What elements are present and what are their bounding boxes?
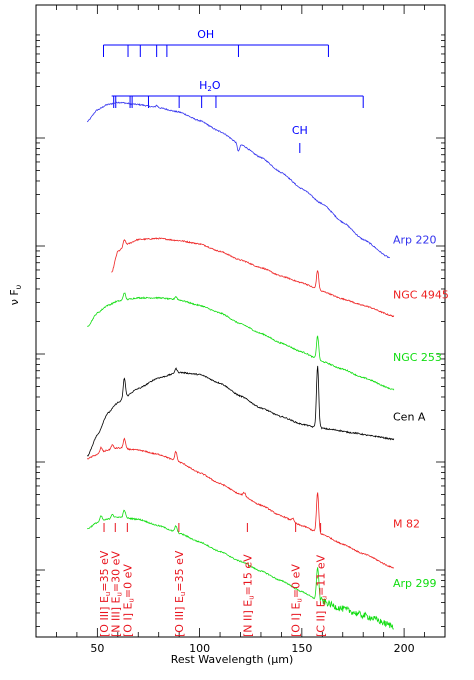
- series-label: Cen A: [393, 411, 426, 424]
- molecule-markers: OH H2O CH: [102, 28, 364, 153]
- line-id: [O I] Eu=0 eV: [121, 523, 135, 637]
- series-label: NGC 253: [393, 351, 442, 364]
- series-label: M 82: [393, 518, 420, 531]
- series-ngc-4945: [111, 237, 395, 318]
- line-id: [O I] Eu=0 eV: [290, 523, 304, 637]
- line-id: [O III] Eu=35 eV: [98, 523, 112, 637]
- line-id-label: [O III] Eu=35 eV: [98, 550, 112, 637]
- molecule-ch: CH: [292, 124, 308, 153]
- x-tick-label: 100: [189, 642, 210, 655]
- line-id-label: [C II] Eu=11 eV: [315, 554, 329, 637]
- series-m-82: [86, 437, 394, 569]
- line-id: [N II] Eu=15 eV: [241, 523, 255, 637]
- series-label: Arp 299: [393, 577, 437, 590]
- line-id-label: [N III] Eu=30 eV: [109, 551, 123, 637]
- line-id: [O III] Eu=35 eV: [173, 523, 187, 637]
- line-id-label: [O III] Eu=35 eV: [173, 550, 187, 637]
- x-tick-label: 150: [291, 642, 312, 655]
- line-id-label: [O I] Eu=0 eV: [121, 564, 135, 637]
- plot-border: [35, 4, 446, 638]
- series-label: Arp 220: [393, 234, 437, 247]
- x-tick-label: 50: [90, 642, 104, 655]
- x-axis-label: Rest Wavelength (μm): [171, 653, 294, 666]
- line-id: [C II] Eu=11 eV: [315, 523, 329, 637]
- line-id-label: [O I] Eu=0 eV: [290, 564, 304, 637]
- spectra-series: [86, 101, 395, 630]
- y-axis-label: ν Fυ: [8, 284, 23, 305]
- line-id: [N III] Eu=30 eV: [109, 523, 123, 637]
- molecule-label: H2O: [199, 79, 221, 93]
- x-tick-label: 200: [394, 642, 415, 655]
- series-arp-299: [87, 509, 394, 630]
- x-tick-labels: 50 100 150 200: [90, 642, 414, 655]
- molecule-label: OH: [197, 28, 214, 41]
- line-identifications: [O III] Eu=35 eV[N III] Eu=30 eV[O I] Eu…: [98, 523, 329, 637]
- series-labels: Arp 220 NGC 4945 NGC 253 Cen A M 82 Arp 299: [393, 234, 449, 590]
- molecule-oh: OH: [102, 28, 329, 57]
- series-label: NGC 4945: [393, 289, 449, 302]
- molecule-label: CH: [292, 124, 308, 137]
- plot-frame: [35, 4, 446, 638]
- series-arp-220: [87, 101, 391, 259]
- series-ngc-253: [87, 292, 395, 391]
- line-id-label: [N II] Eu=15 eV: [241, 554, 255, 637]
- axis-ticks: [36, 5, 445, 637]
- molecule-h2o: H2O: [111, 79, 364, 108]
- series-cen-a: [86, 365, 395, 457]
